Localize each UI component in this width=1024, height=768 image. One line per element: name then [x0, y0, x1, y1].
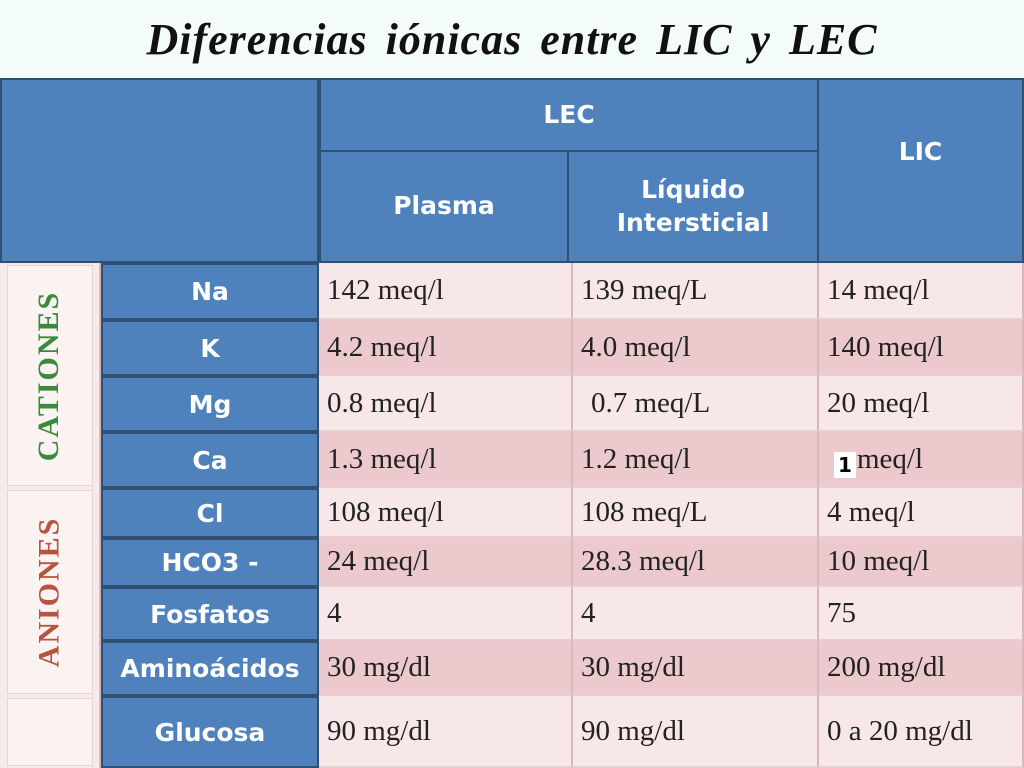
- header-plasma: Plasma: [319, 150, 569, 263]
- cell-lic: 0 a 20 mg/dl: [819, 696, 1024, 768]
- cell-lic: 200 mg/dl: [819, 641, 1024, 696]
- cations-group: CATIONES: [0, 263, 101, 488]
- slide-title: Diferencias iónicas entre LIC y LEC: [146, 14, 878, 64]
- cell-intersticial: 139 meq/L: [573, 263, 819, 320]
- row-label: Aminoácidos: [101, 641, 319, 696]
- footnote-marker: 1: [834, 452, 856, 478]
- row-label: Glucosa: [101, 696, 319, 768]
- cell-intersticial: 28.3 meq/l: [573, 538, 819, 587]
- cell-intersticial: 0.7 meq/L: [573, 376, 819, 432]
- cell-lic: 14 meq/l: [819, 263, 1024, 320]
- header-lec: LEC: [319, 78, 819, 152]
- cell-lic: 75: [819, 587, 1024, 641]
- cell-intersticial: 30 mg/dl: [573, 641, 819, 696]
- empty-group-cell: [0, 696, 101, 768]
- cell-plasma: 0.8 meq/l: [319, 376, 573, 432]
- cell-intersticial: 4.0 meq/l: [573, 320, 819, 376]
- cell-lic: 4 meq/l: [819, 488, 1024, 538]
- anions-group: ANIONES: [0, 488, 101, 696]
- cell-intersticial: 4: [573, 587, 819, 641]
- cations-label: CATIONES: [32, 290, 66, 461]
- row-label: Ca: [101, 432, 319, 488]
- header-corner: [0, 78, 319, 263]
- cell-intersticial: 108 meq/L: [573, 488, 819, 538]
- cell-plasma: 108 meq/l: [319, 488, 573, 538]
- cell-plasma: 24 meq/l: [319, 538, 573, 587]
- cell-lic: 10 meq/l: [819, 538, 1024, 587]
- header-liquido-intersticial: Líquido Intersticial: [567, 150, 819, 263]
- row-label: K: [101, 320, 319, 376]
- row-label: Fosfatos: [101, 587, 319, 641]
- cell-intersticial: 1.2 meq/l: [573, 432, 819, 488]
- cell-plasma: 90 mg/dl: [319, 696, 573, 768]
- row-label: Mg: [101, 376, 319, 432]
- cell-lic: meq/l: [819, 432, 1024, 488]
- cell-plasma: 1.3 meq/l: [319, 432, 573, 488]
- cell-plasma: 4: [319, 587, 573, 641]
- row-label: Cl: [101, 488, 319, 538]
- row-label: Na: [101, 263, 319, 320]
- title-bar: Diferencias iónicas entre LIC y LEC: [0, 0, 1024, 80]
- cell-intersticial: 90 mg/dl: [573, 696, 819, 768]
- cell-plasma: 142 meq/l: [319, 263, 573, 320]
- cell-plasma: 30 mg/dl: [319, 641, 573, 696]
- cell-plasma: 4.2 meq/l: [319, 320, 573, 376]
- row-label: HCO3 -: [101, 538, 319, 587]
- cell-lic: 140 meq/l: [819, 320, 1024, 376]
- anions-label: ANIONES: [32, 516, 66, 668]
- header-lic: LIC: [817, 78, 1024, 263]
- cell-lic: 20 meq/l: [819, 376, 1024, 432]
